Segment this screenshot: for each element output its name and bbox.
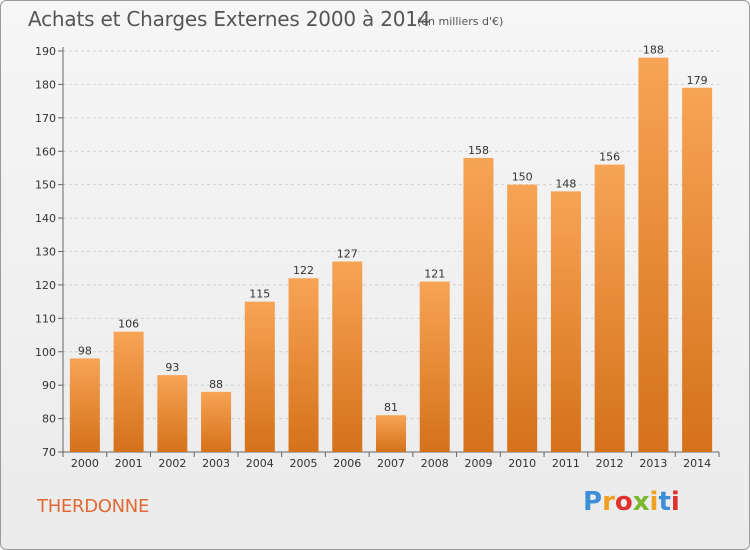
- x-tick-label-2009: 2009: [464, 457, 492, 470]
- value-label-2012: 156: [599, 151, 620, 164]
- proxiti-logo: Proxiti: [583, 487, 680, 517]
- y-tick-label: 120: [35, 279, 56, 292]
- bar-2001: [113, 331, 144, 452]
- value-label-2002: 93: [165, 361, 179, 374]
- x-tick-label-2003: 2003: [202, 457, 230, 470]
- value-label-2000: 98: [78, 344, 92, 357]
- x-tick-label-2002: 2002: [158, 457, 186, 470]
- y-tick-label: 160: [35, 145, 56, 158]
- x-tick-label-2004: 2004: [246, 457, 274, 470]
- bar-2009: [463, 157, 494, 452]
- y-tick-label: 190: [35, 45, 56, 58]
- bar-2014: [682, 87, 713, 452]
- value-label-2003: 88: [209, 378, 223, 391]
- value-label-2009: 158: [468, 144, 489, 157]
- x-tick-label-2006: 2006: [333, 457, 361, 470]
- y-tick-label: 150: [35, 179, 56, 192]
- logo-letter: i: [670, 487, 680, 517]
- value-label-2008: 121: [424, 268, 445, 281]
- value-label-2014: 179: [687, 74, 708, 87]
- x-tick-label-2000: 2000: [71, 457, 99, 470]
- bar-2008: [419, 281, 450, 452]
- logo-letter: t: [658, 487, 671, 517]
- x-tick-label-2001: 2001: [115, 457, 143, 470]
- bar-2013: [638, 57, 669, 452]
- x-tick-label-2005: 2005: [290, 457, 318, 470]
- bar-2011: [550, 191, 581, 452]
- value-label-2010: 150: [512, 171, 533, 184]
- bar-2005: [288, 278, 319, 452]
- y-tick-label: 140: [35, 212, 56, 225]
- y-tick-label: 170: [35, 112, 56, 125]
- x-tick-label-2010: 2010: [508, 457, 536, 470]
- bar-2007: [376, 415, 406, 452]
- y-tick-label: 110: [35, 312, 56, 325]
- logo-letter: P: [583, 487, 603, 517]
- value-label-2013: 188: [643, 44, 664, 57]
- x-tick-label-2014: 2014: [683, 457, 711, 470]
- bar-2004: [244, 301, 275, 452]
- x-tick-label-2012: 2012: [596, 457, 624, 470]
- bar-2006: [332, 261, 363, 452]
- y-tick-label: 70: [42, 446, 56, 459]
- value-label-2004: 115: [249, 288, 270, 301]
- chart-title: Achats et Charges Externes 2000 à 2014: [28, 7, 431, 31]
- bar-2003: [201, 391, 232, 452]
- bar-2012: [594, 164, 625, 452]
- x-tick-label-2013: 2013: [639, 457, 667, 470]
- value-label-2007: 81: [384, 401, 398, 414]
- x-tick-label-2008: 2008: [421, 457, 449, 470]
- logo-letter: r: [602, 487, 615, 517]
- y-tick-label: 130: [35, 246, 56, 259]
- commune-name: THERDONNE: [37, 496, 150, 517]
- value-label-2006: 127: [337, 248, 358, 261]
- value-label-2001: 106: [118, 318, 139, 331]
- logo-letter: x: [632, 487, 650, 517]
- y-tick-label: 100: [35, 346, 56, 359]
- bar-2000: [69, 358, 100, 452]
- chart-subtitle: (en milliers d'€): [417, 15, 504, 28]
- logo-letter: o: [614, 487, 633, 517]
- logo-letter: i: [649, 487, 659, 517]
- y-tick-label: 180: [35, 78, 56, 91]
- value-label-2011: 148: [555, 177, 576, 190]
- x-tick-label-2007: 2007: [377, 457, 405, 470]
- x-tick-label-2011: 2011: [552, 457, 580, 470]
- bar-2010: [507, 184, 538, 452]
- y-tick-label: 90: [42, 379, 56, 392]
- value-label-2005: 122: [293, 264, 314, 277]
- y-tick-label: 80: [42, 413, 56, 426]
- bar-2002: [157, 375, 188, 452]
